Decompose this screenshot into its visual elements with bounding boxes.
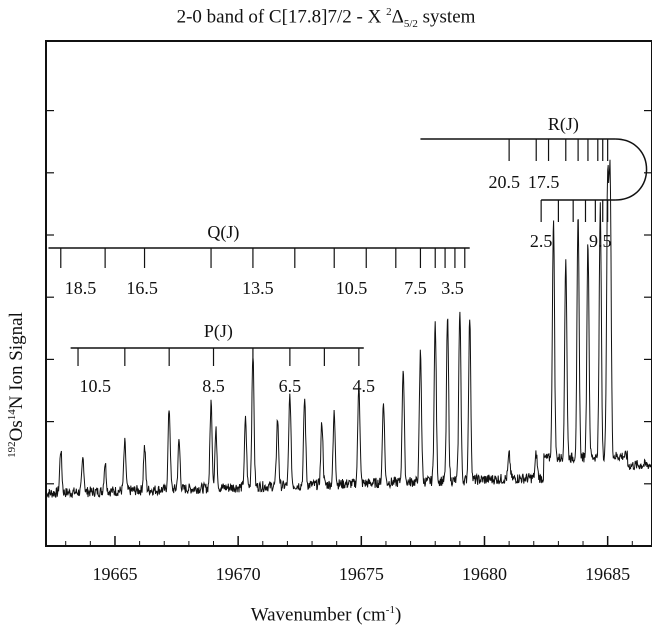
branch-qj: Q(J) 18.5 16.5 13.5 10.5 7.5 3.5 <box>48 222 470 298</box>
x-tick-label: 19680 <box>462 564 507 584</box>
branch-rj: R(J) 20.5 17.5 2.5 9.5 <box>420 114 648 251</box>
branch-name: R(J) <box>548 114 579 135</box>
axis-ticks: 19665 19670 19675 19680 19685 <box>46 109 652 584</box>
branch-j-label: 10.5 <box>336 278 368 298</box>
branch-j-label: 18.5 <box>65 278 97 298</box>
branch-j-label: 2.5 <box>530 231 553 251</box>
x-tick-label: 19670 <box>216 564 261 584</box>
branch-j-label: 13.5 <box>242 278 274 298</box>
branch-j-label: 17.5 <box>528 172 560 192</box>
branch-j-label: 3.5 <box>441 278 464 298</box>
branch-pj: P(J) 10.5 8.5 6.5 4.5 <box>70 321 376 396</box>
branch-j-label: 8.5 <box>202 376 225 396</box>
plot-frame <box>45 40 652 547</box>
x-tick-label: 19675 <box>339 564 384 584</box>
branch-turnaround <box>615 138 648 201</box>
branch-j-label: 4.5 <box>353 376 376 396</box>
branch-j-label: 7.5 <box>404 278 427 298</box>
branch-j-label: 10.5 <box>80 376 112 396</box>
branch-j-label: 6.5 <box>279 376 302 396</box>
x-axis-label: Wavenumber (cm-1) <box>250 604 402 626</box>
branch-j-label: 16.5 <box>126 278 158 298</box>
x-tick-label: 19665 <box>92 564 137 584</box>
chart-title: 2-0 band of C[17.8]7/2 - X 2Δ5/2 system <box>176 6 476 31</box>
branch-name: P(J) <box>204 321 233 342</box>
x-tick-label: 19685 <box>585 564 630 584</box>
branch-annotations: P(J) 10.5 8.5 6.5 4.5 Q(J) 18.5 16.5 13.5 10.5 7.5… <box>48 114 648 396</box>
branch-name: Q(J) <box>207 222 239 243</box>
branch-j-label: 9.5 <box>589 231 612 251</box>
branch-j-label: 20.5 <box>488 172 520 192</box>
spectrum-trace <box>45 159 652 499</box>
